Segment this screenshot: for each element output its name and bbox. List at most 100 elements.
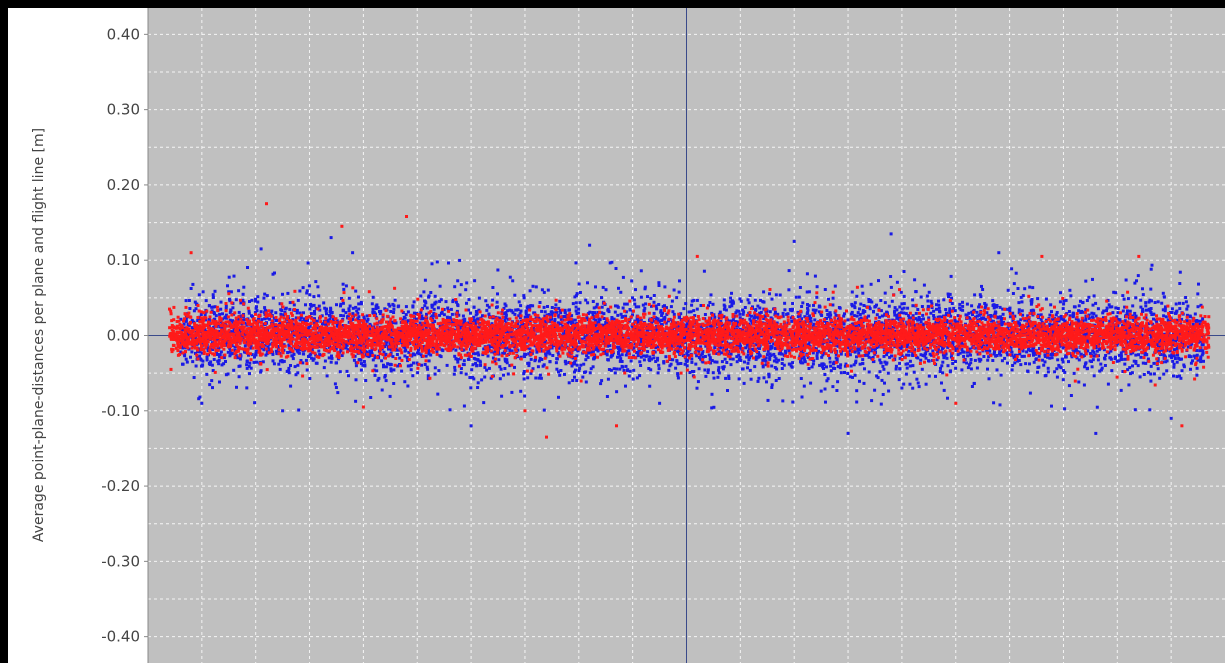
series-1-point [765,353,769,357]
series-1-point [800,395,804,399]
series-1-point [699,353,703,357]
series-1-point [822,319,826,323]
series-1-point [1025,330,1028,334]
series-1-point [907,314,911,317]
series-1-point [905,353,909,357]
series-1-point [1197,282,1200,286]
series-1-point [627,374,631,378]
series-1-point [754,343,758,347]
series-1-point [777,377,781,380]
series-1-point [772,342,776,346]
series-1-point [1101,311,1105,315]
series-1-point [948,307,952,311]
series-1-point [563,360,567,364]
series-1-point [742,381,746,385]
series-1-point [489,376,493,380]
series-1-point [341,282,345,286]
series-1-point [1050,404,1053,408]
series-1-point [629,359,633,363]
series-1-point [887,338,891,342]
series-1-point [1106,382,1110,386]
series-1-point [775,367,779,371]
series-1-point [978,303,982,307]
series-1-point [190,319,194,323]
series-1-point [522,323,526,326]
series-1-point [757,351,761,355]
series-1-point [758,311,762,315]
series-1-point [347,307,351,311]
series-1-point [533,359,537,363]
series-1-point [578,301,582,305]
series-1-point [770,386,774,389]
series-1-point [686,358,690,362]
series-1-point [647,358,651,362]
series-1-point [393,298,397,302]
series-1-point [887,304,891,308]
series-1-point [575,354,579,358]
series-1-point [433,294,437,298]
series-1-point [1001,312,1005,316]
series-1-point [690,357,694,361]
series-1-point [978,293,982,297]
series-1-point [927,316,931,320]
series-1-point [571,302,575,306]
series-1-point [1092,374,1096,378]
series-1-point [1057,324,1061,328]
series-1-point [505,361,509,365]
series-1-point [768,352,772,356]
series-1-point [1062,299,1066,303]
series-1-point [803,360,807,364]
series-1-point [923,354,927,358]
series-1-point [1202,359,1205,363]
series-1-point [436,392,440,396]
series-1-point [1013,353,1017,357]
series-1-point [671,310,675,314]
series-1-point [1046,366,1050,370]
series-1-point [938,370,942,373]
series-1-point [271,296,275,300]
series-1-point [713,346,717,350]
series-1-point [811,308,815,312]
series-1-point [623,302,627,306]
series-1-point [412,361,415,365]
series-1-point [451,320,455,324]
series-1-point [322,301,326,305]
series-1-point [669,305,673,309]
series-1-point [513,312,517,316]
series-1-point [1134,331,1138,335]
series-1-point [573,375,576,379]
series-1-point [700,325,704,329]
series-1-point [1016,320,1020,324]
series-1-point [256,300,260,304]
series-1-point [1149,267,1153,271]
series-1-point [519,304,523,308]
series-1-point [408,341,412,345]
series-1-point [459,371,463,375]
series-1-point [429,353,433,357]
series-1-point [734,311,738,315]
series-1-point [1077,380,1081,384]
series-1-point [677,333,681,337]
series-1-point [193,300,197,304]
series-1-point [198,354,202,358]
series-1-point [902,302,906,306]
series-1-point [495,300,499,304]
series-1-point [1126,368,1130,372]
series-1-point [772,359,776,363]
series-1-point [582,362,586,366]
series-1-point [922,283,926,287]
series-1-point [747,350,750,353]
series-1-point [485,308,489,312]
series-1-point [1019,295,1023,299]
series-1-point [813,274,817,278]
series-1-point [652,311,656,315]
series-1-point [283,311,287,314]
series-1-point [304,303,307,307]
series-1-point [821,365,825,369]
series-1-point [247,353,250,357]
series-1-point [197,293,201,297]
series-1-point [550,313,554,317]
series-1-point [777,358,781,362]
series-1-point [715,360,719,364]
series-1-point [304,319,308,323]
